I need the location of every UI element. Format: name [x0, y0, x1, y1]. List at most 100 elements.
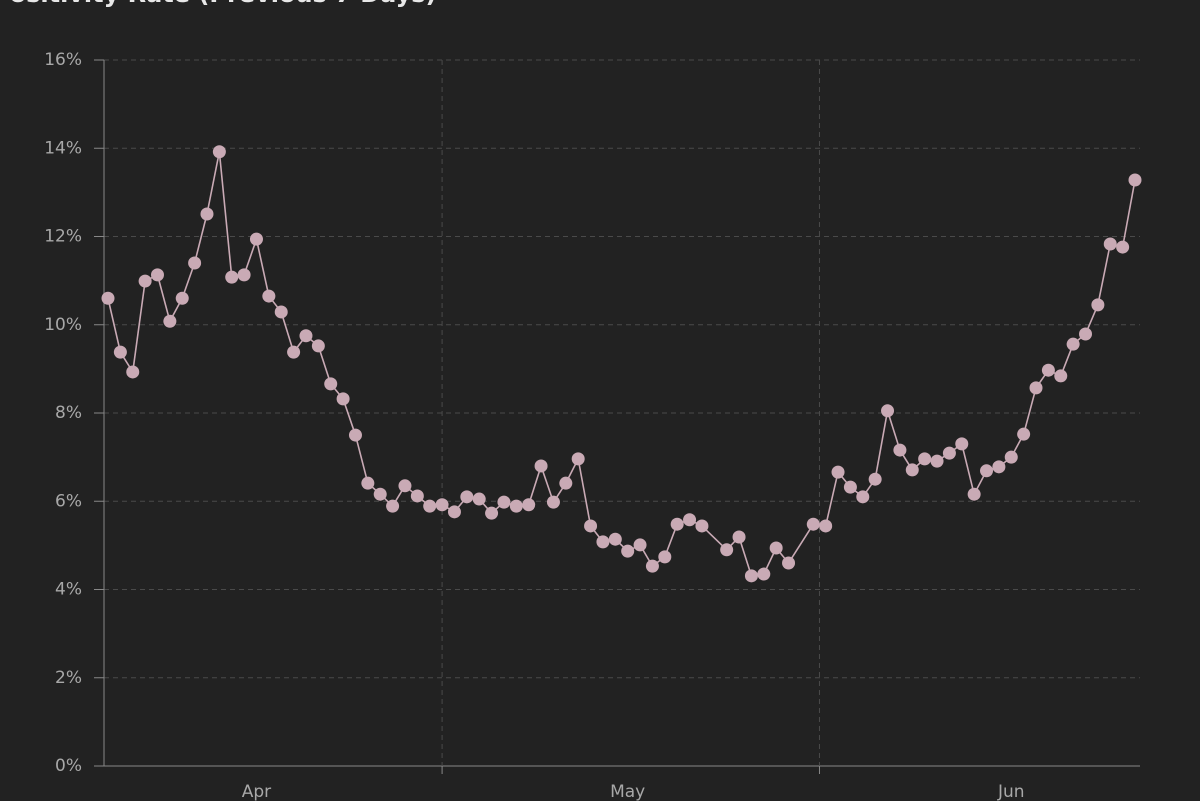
line-segment [1121, 179, 1136, 248]
y-tick-label: 10% [44, 315, 82, 335]
data-point [856, 490, 870, 504]
data-point [1103, 237, 1117, 251]
data-point [299, 329, 313, 343]
data-point [621, 544, 635, 558]
data-point [546, 495, 560, 509]
data-point [200, 207, 214, 221]
data-point [212, 145, 226, 159]
line-segment [1022, 387, 1037, 435]
data-point [571, 452, 585, 466]
data-point [497, 495, 511, 509]
x-tick-label: Jun [997, 782, 1025, 801]
data-point [918, 452, 932, 466]
line-segment [131, 280, 146, 373]
data-point [262, 289, 276, 303]
y-tick-label: 2% [55, 668, 82, 688]
line-segment [280, 311, 295, 353]
line-segment [206, 151, 221, 215]
data-point [893, 443, 907, 457]
line-segment [577, 458, 592, 527]
line-segment [886, 410, 901, 451]
data-point [1017, 427, 1031, 441]
y-tick-label: 8% [55, 403, 82, 423]
line-segment [193, 213, 208, 264]
data-point [782, 556, 796, 570]
line-segment [527, 465, 542, 506]
data-point [311, 339, 325, 353]
data-point [955, 437, 969, 451]
line-segment [255, 238, 270, 297]
data-point [175, 291, 189, 305]
data-point [101, 291, 115, 305]
line-segment [218, 151, 233, 278]
data-point [163, 314, 177, 328]
line-segment [1097, 243, 1112, 306]
data-point [1029, 381, 1043, 395]
data-point [249, 232, 263, 246]
data-point [720, 543, 734, 557]
data-point [398, 479, 412, 493]
data-point [447, 505, 461, 519]
data-point [596, 535, 610, 549]
data-point [633, 538, 647, 552]
data-point [992, 460, 1006, 474]
line-segment [824, 471, 839, 527]
line-segment [317, 345, 332, 385]
data-point [695, 519, 709, 533]
data-point [769, 541, 783, 555]
data-point [967, 487, 981, 501]
data-point [1041, 363, 1055, 377]
data-point [881, 404, 895, 418]
data-point [361, 476, 375, 490]
data-point [126, 365, 140, 379]
data-point [905, 463, 919, 477]
data-point [1091, 298, 1105, 312]
data-point [645, 559, 659, 573]
data-point [806, 517, 820, 531]
data-point [868, 472, 882, 486]
data-point [1116, 240, 1130, 254]
data-point [658, 550, 672, 564]
data-point [336, 392, 350, 406]
data-point [485, 506, 499, 520]
chart-title: Positivity Rate (Previous 7 Days) [0, 0, 437, 8]
y-tick-label: 14% [44, 138, 82, 158]
data-point [460, 490, 474, 504]
data-point [930, 454, 944, 468]
data-point [348, 428, 362, 442]
data-point [237, 268, 251, 282]
data-point [1128, 173, 1142, 187]
data-point [559, 476, 573, 490]
data-point [138, 274, 152, 288]
y-tick-label: 4% [55, 580, 82, 600]
data-point [683, 513, 697, 527]
data-point [942, 446, 956, 460]
line-segment [960, 443, 975, 495]
data-point [744, 569, 758, 583]
data-point [386, 499, 400, 513]
line-segment [874, 410, 889, 480]
data-point [423, 499, 437, 513]
data-point [534, 459, 548, 473]
data-point [150, 268, 164, 282]
data-point [1004, 450, 1018, 464]
data-point [1066, 337, 1080, 351]
data-point [225, 270, 239, 284]
data-point [410, 489, 424, 503]
data-point [1079, 327, 1093, 341]
data-point [843, 480, 857, 494]
data-point [113, 345, 127, 359]
data-point [435, 498, 449, 512]
line-segment [787, 523, 814, 564]
data-point [287, 345, 301, 359]
data-point [584, 519, 598, 533]
data-point [188, 256, 202, 270]
data-point [819, 519, 833, 533]
data-point [324, 377, 338, 391]
data-point [472, 492, 486, 506]
line-segment [107, 298, 122, 353]
data-point [732, 530, 746, 544]
x-tick-label: May [610, 782, 645, 801]
